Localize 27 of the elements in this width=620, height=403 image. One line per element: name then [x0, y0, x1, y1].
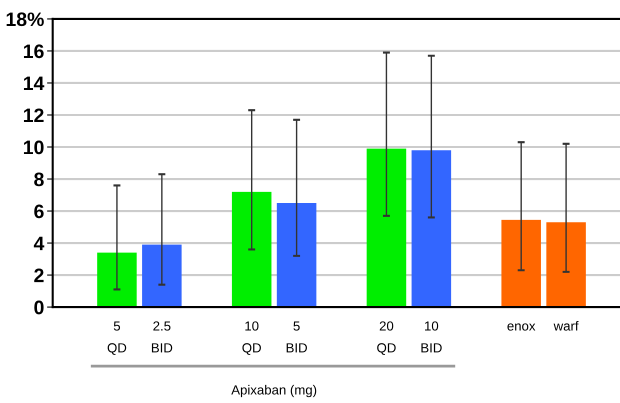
- y-tick-label: 14: [24, 76, 44, 90]
- y-tick-label: 16: [24, 44, 44, 58]
- x-tick-label: 2.5 BID: [152, 321, 172, 352]
- x-tick-label: 5 BID: [286, 321, 307, 352]
- y-tick-label: 18%: [6, 12, 44, 26]
- x-tick-label: 5 QD: [108, 321, 126, 355]
- y-tick-label: 4: [34, 236, 44, 250]
- x-tick-label: 10 QD: [242, 321, 261, 355]
- x-tick-label: warf: [554, 320, 579, 331]
- bar: [232, 192, 272, 308]
- y-tick-label: 0: [34, 300, 44, 314]
- bar: [142, 244, 182, 308]
- y-tick-label: 12: [24, 108, 44, 122]
- y-tick-label: 8: [34, 172, 44, 186]
- bar: [412, 150, 452, 308]
- x-tick-label: enox: [507, 323, 536, 331]
- x-tick-label: 10 BID: [421, 321, 442, 352]
- bar: [97, 252, 137, 308]
- y-tick-label: 10: [24, 140, 44, 154]
- bar: [276, 203, 316, 308]
- y-tick-label: 6: [34, 204, 44, 218]
- bar: [501, 220, 541, 308]
- bar: [546, 222, 586, 308]
- x-tick-label: 20 QD: [377, 321, 396, 355]
- y-tick-label: 2: [34, 268, 44, 282]
- text: Apixaban (mg): [231, 384, 316, 398]
- bar: [366, 148, 406, 308]
